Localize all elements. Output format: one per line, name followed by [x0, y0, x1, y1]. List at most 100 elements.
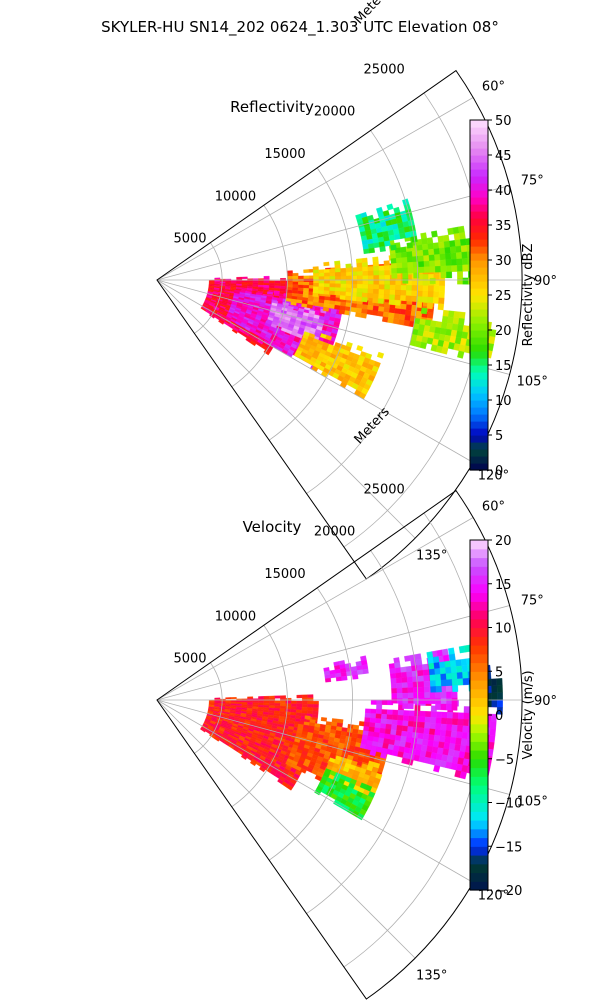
- field-cell: [400, 295, 407, 302]
- field-cell: [391, 714, 399, 721]
- field-cell: [386, 714, 393, 720]
- field-cell: [269, 702, 275, 706]
- field-cell: [406, 242, 414, 249]
- field-cell: [434, 265, 441, 273]
- field-cell: [303, 281, 310, 286]
- field-cell: [340, 267, 347, 273]
- field-cell: [340, 279, 347, 285]
- colorbar-swatch: [470, 723, 488, 734]
- field-cell: [274, 280, 281, 284]
- r-gridline: [231, 624, 288, 808]
- field-cell: [376, 351, 385, 359]
- field-cell: [491, 692, 498, 701]
- field-cell: [421, 238, 428, 245]
- field-cell: [240, 754, 248, 760]
- field-cell: [329, 287, 336, 292]
- field-cell: [280, 698, 286, 702]
- field-cell: [417, 670, 424, 677]
- field-cell: [373, 288, 380, 295]
- field-cell: [459, 771, 467, 780]
- field-cell: [449, 653, 456, 662]
- field-cell: [440, 691, 447, 699]
- field-cell: [374, 722, 381, 729]
- field-cell: [252, 700, 259, 703]
- field-cell: [230, 697, 237, 700]
- theta-gridline: [156, 279, 510, 375]
- field-cell: [429, 277, 436, 285]
- field-cell: [379, 728, 386, 734]
- colorbar-swatch: [470, 758, 488, 769]
- colorbar-tick-label: 0: [495, 464, 503, 479]
- field-cell: [428, 662, 435, 670]
- field-cell: [395, 730, 403, 737]
- field-cell: [367, 288, 374, 294]
- reflectivity-panel: 60° 75° 90° 105° 120° 135° 5000 10000 15000 20000…: [156, 0, 557, 580]
- field-cell: [345, 267, 352, 273]
- field-cell: [290, 301, 297, 306]
- field-cell: [441, 315, 449, 324]
- colorbar-swatch: [470, 785, 488, 795]
- field-cell: [387, 317, 394, 324]
- field-cell: [378, 265, 385, 271]
- field-cell: [350, 307, 357, 313]
- colorbar-label: Velocity (m/s): [521, 670, 536, 759]
- field-cell: [428, 734, 435, 742]
- colorbar-swatch: [470, 776, 488, 786]
- field-cell: [356, 266, 363, 272]
- field-region-6: [355, 198, 418, 255]
- field-cell: [369, 722, 376, 728]
- colorbar-swatch: [470, 260, 488, 268]
- field-cell: [422, 290, 429, 298]
- field-cell: [386, 719, 393, 725]
- colorbar-swatch: [470, 267, 488, 275]
- colorbar-swatch: [470, 811, 488, 821]
- field-cell: [451, 691, 458, 699]
- field-cell: [407, 726, 414, 733]
- field-cell: [390, 673, 397, 679]
- r-gridline: [268, 167, 353, 441]
- colorbar-swatch: [470, 351, 488, 359]
- field-cell: [446, 697, 453, 705]
- field-cell: [429, 697, 436, 705]
- r-tick-label: 10000: [215, 609, 256, 624]
- colorbar-swatch: [470, 176, 488, 184]
- colorbar-swatch: [470, 449, 488, 457]
- r-gridline: [306, 550, 419, 914]
- field-cell: [433, 662, 441, 670]
- field-cell: [324, 283, 330, 288]
- field-cell: [405, 309, 412, 316]
- field-cell: [446, 271, 453, 279]
- field-cell: [317, 302, 325, 308]
- colorbar-swatch: [470, 414, 488, 422]
- field-cell: [398, 319, 405, 326]
- field-cell: [396, 725, 403, 732]
- field-cell: [407, 703, 414, 710]
- field-cell: [303, 288, 310, 292]
- r-tick-label: 5000: [173, 652, 206, 667]
- field-cell: [497, 699, 503, 708]
- theta-tick-label: 75°: [521, 593, 544, 608]
- theta-gridline: [156, 279, 474, 463]
- colorbar-swatch: [470, 120, 488, 128]
- field-cell: [423, 727, 430, 735]
- field-cell: [448, 647, 455, 655]
- field-cell: [356, 271, 363, 276]
- colorbar-swatch: [470, 732, 488, 742]
- field-cell: [394, 289, 401, 296]
- field-region-8: [323, 655, 369, 683]
- field-cell: [405, 295, 412, 302]
- field-cell: [372, 256, 379, 263]
- field-cell: [335, 272, 341, 277]
- field-cell: [323, 290, 330, 295]
- field-cell: [367, 293, 374, 299]
- field-cell: [318, 290, 325, 295]
- field-cell: [427, 291, 434, 298]
- field-cell: [408, 715, 415, 722]
- field-cell: [438, 741, 445, 749]
- colorbar-swatch: [470, 741, 488, 751]
- field-cell: [372, 310, 379, 316]
- field-cell: [457, 350, 465, 359]
- field-cell: [394, 662, 401, 669]
- field-cell: [258, 700, 265, 704]
- field-cell: [329, 673, 337, 679]
